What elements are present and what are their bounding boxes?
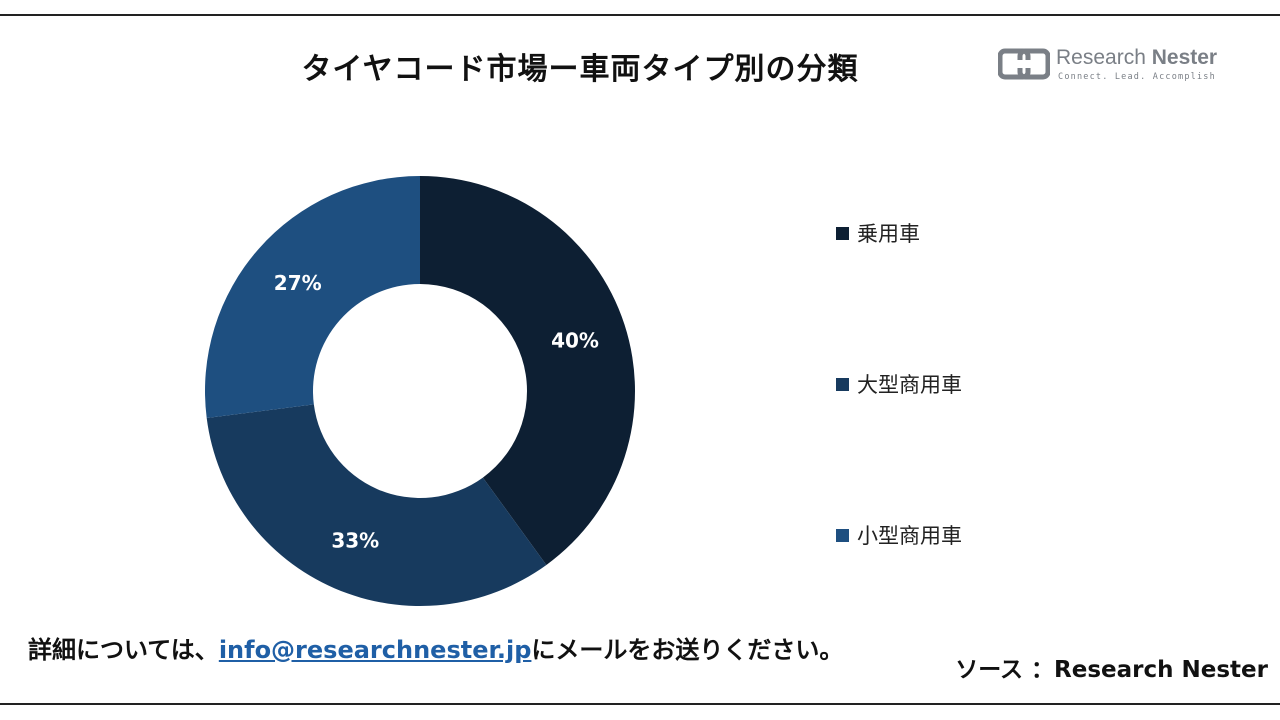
- logo-name-part2: Nester: [1151, 46, 1218, 69]
- data-label-1: 40%: [551, 329, 599, 353]
- donut-slice-1: [420, 176, 635, 565]
- legend-label: 乗用車: [857, 222, 920, 246]
- bottom-border: [0, 703, 1280, 705]
- logo-name-part1: Research: [1056, 46, 1146, 69]
- legend-label: 小型商用車: [857, 524, 962, 548]
- research-nester-logo: Research Nester Connect. Lead. Accomplis…: [998, 46, 1218, 86]
- data-label-2: 33%: [331, 529, 379, 553]
- email-link[interactable]: info@researchnester.jp: [218, 636, 532, 664]
- contact-note-prefix: 詳細については、: [28, 636, 219, 664]
- legend-item-3: 小型商用車: [836, 520, 962, 550]
- legend-swatch: [836, 528, 849, 542]
- source-label: ソース ：Research Nester: [955, 657, 1268, 683]
- chart-title: タイヤコード市場ー車両タイプ別の分類: [301, 52, 859, 87]
- logo-mark-icon: [998, 48, 1050, 80]
- contact-note: 詳細については、info@researchnester.jpにメールをお送りくだ…: [28, 630, 843, 665]
- legend-label: 大型商用車: [857, 373, 962, 397]
- top-border: [0, 14, 1280, 16]
- donut-slice-3: [204, 176, 420, 418]
- donut-chart: 40% 33% 27%: [204, 176, 635, 606]
- legend-swatch: [836, 377, 849, 391]
- contact-note-suffix: にメールをお送りください。: [531, 636, 844, 664]
- donut-slice-2: [206, 404, 547, 606]
- logo-tagline: Connect. Lead. Accomplish: [1058, 72, 1216, 82]
- legend-swatch: [836, 226, 849, 240]
- legend-item-2: 大型商用車: [836, 369, 962, 399]
- data-label-3: 27%: [274, 271, 322, 295]
- logo-name: Research Nester: [1056, 46, 1217, 70]
- legend-item-1: 乗用車: [836, 218, 920, 248]
